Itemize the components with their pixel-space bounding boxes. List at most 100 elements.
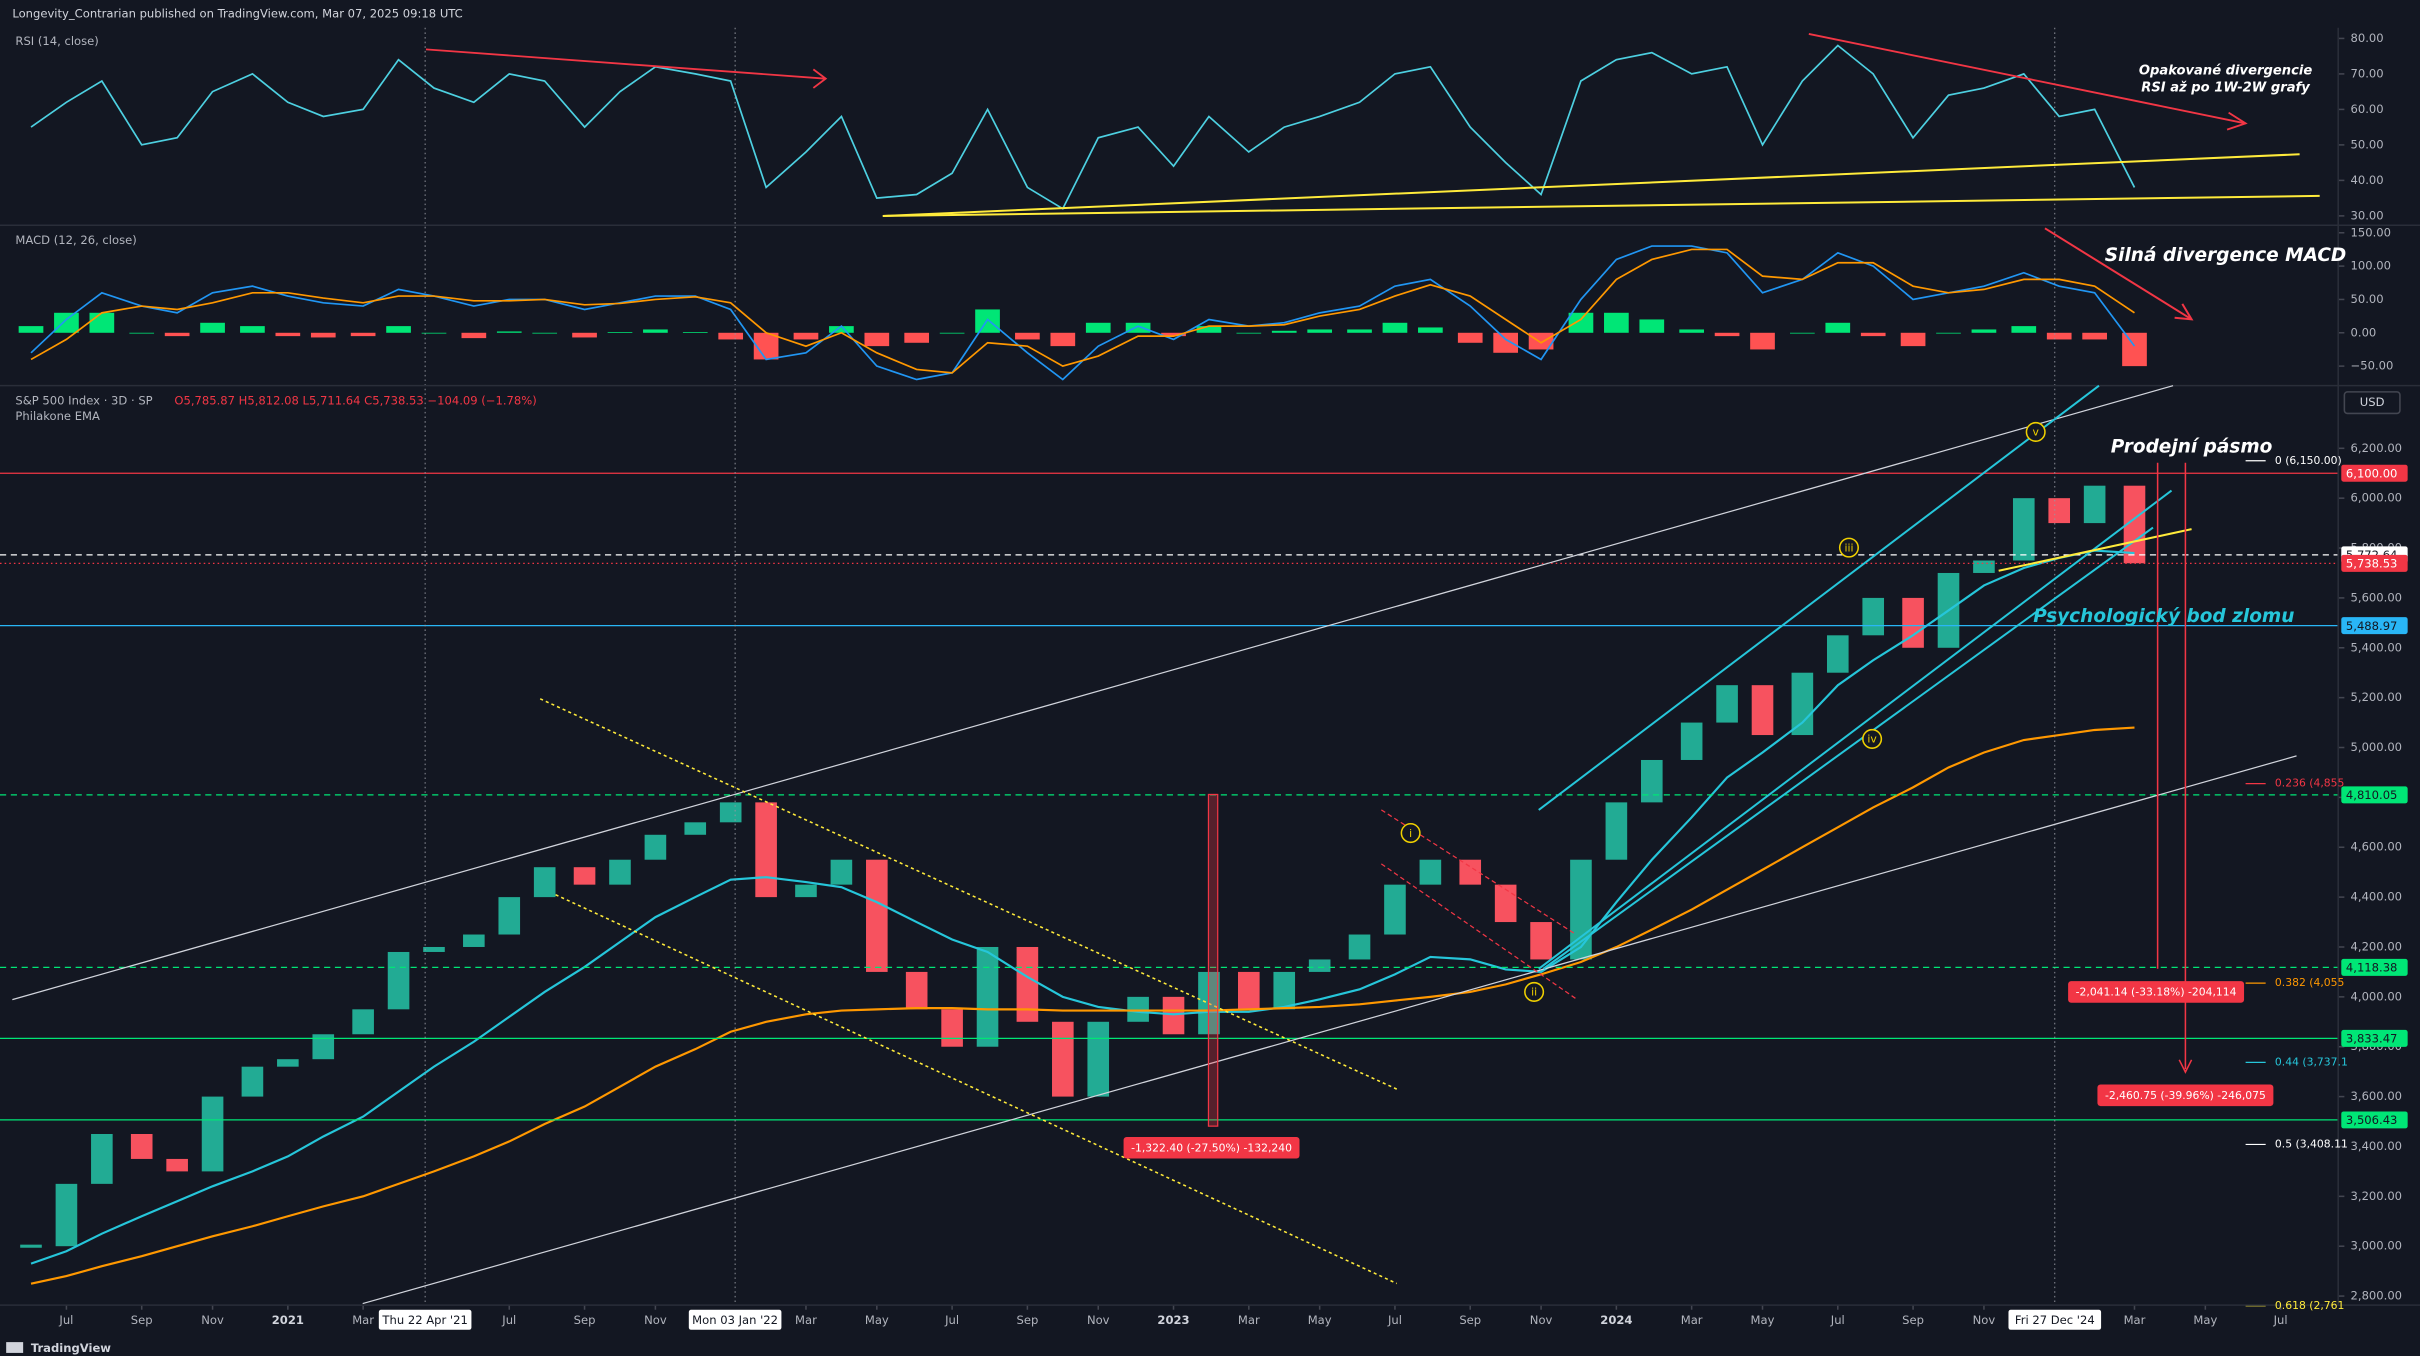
arrow-head [2174,303,2194,321]
y-tick-label: 5,000.00 [2351,740,2403,754]
histogram-bar [1750,332,1775,350]
histogram-bar [904,332,930,343]
rising-channel-line [1538,384,2100,811]
histogram-bar [572,332,597,338]
currency-box [2343,391,2401,415]
histogram-bar [129,332,155,334]
candle [1127,996,1149,1022]
measure-label: -2,041.14 (-33.18%) -204,114 [2076,986,2237,999]
arrow-head [2226,111,2248,131]
histogram-bar [939,332,965,334]
footer-brand: TradingView [31,1341,111,1355]
candle [1308,959,1331,972]
wave-circle [1862,728,1883,749]
measure-box [2097,1084,2274,1107]
candle [1419,859,1442,885]
candle [1273,971,1296,1010]
histogram-bar [1085,322,1111,333]
histogram-bar [1825,322,1851,333]
candle [423,946,445,952]
x-tick-label: Mar [1681,1313,1703,1327]
publisher: Longevity_Contrarian published on Tradin… [12,6,462,20]
level-box [2341,1111,2408,1129]
candle [1751,685,1774,736]
histogram-bar [1418,327,1443,333]
histogram-bar [164,332,190,337]
ema-line [30,549,2135,1265]
candle [1570,859,1592,960]
histogram-bar [643,329,668,333]
x-tick-label: Nov [1530,1313,1553,1327]
x-tick-label: Nov [1087,1313,1110,1327]
histogram-bar [2046,332,2072,340]
histogram-bar [1236,332,1262,334]
fib-label: 0.382 (4,055 [2275,976,2344,989]
histogram-bar [718,332,744,340]
candle [1640,759,1663,803]
candle [795,884,817,898]
level-label: 5,738.53 [2346,557,2398,571]
candle [941,1009,963,1047]
falling-channel-line [555,894,1398,1285]
y-tick-label: 40.00 [2351,173,2384,187]
histogram-bar [1015,332,1040,340]
x-tick-label: May [2193,1313,2217,1327]
level-label: 4,810.05 [2346,788,2398,802]
histogram-bar [496,331,522,333]
y-tick-label: 0.00 [2351,325,2377,339]
labels-layer: Longevity_Contrarian published on Tradin… [12,6,2408,1355]
candle [533,867,556,898]
annotation: Opakované divergencie [2139,63,2313,78]
candle [130,1133,153,1159]
y-tick-label: 3,200.00 [2351,1189,2403,1203]
candle [1862,597,1885,636]
drawings-layer [0,27,2420,1353]
candle [498,897,521,935]
histogram-bar [864,332,890,347]
histogram-bar [1196,326,1222,333]
rsi-line [30,44,2136,210]
fib-label: 0 (6,150.00) [2275,454,2342,467]
neckline [1998,528,2192,572]
x-tick-label: Mar [2124,1313,2146,1327]
y-tick-label: 100.00 [2351,259,2391,273]
rising-channel-line [1538,489,2173,970]
histogram-bar [54,312,79,333]
x-tick-label: Jul [944,1313,959,1327]
candle [1016,946,1039,1022]
level-label: 4,118.38 [2346,961,2398,975]
y-tick-label: 4,000.00 [2351,989,2403,1003]
candle [1716,685,1738,723]
y-tick-label: 5,400.00 [2351,640,2403,654]
annotation: RSI až po 1W-2W grafy [2141,80,2310,95]
y-tick-label: 50.00 [2351,137,2384,151]
annotation: Silná divergence MACD [2105,245,2346,266]
wave-channel-line [1380,863,1578,1001]
measure-label: -2,460.75 (-39.96%) -246,075 [2105,1089,2266,1102]
level-box [2341,464,2408,482]
histogram-bar [1679,329,1705,333]
histogram-bar [1604,312,1629,333]
candle [352,1009,374,1035]
wave-label: ii [1531,986,1537,999]
histogram-bar [1382,322,1408,333]
histogram-bar [1568,312,1594,333]
ohlc-legend: O5,785.87 H5,812.08 L5,711.64 C5,738.53 … [174,394,536,408]
x-tick-label: Jul [501,1313,516,1327]
date-highlight [378,1309,472,1330]
histogram-bar [1493,332,1519,353]
rising-channel-line [1542,526,2154,970]
y-tick-label: 4,600.00 [2351,840,2403,854]
candle [1162,996,1185,1035]
date-label: Mon 03 Jan '22 [692,1313,778,1327]
annotation: Psychologický bod zlomu [2033,606,2294,627]
candle [91,1133,113,1184]
date-highlight [688,1309,782,1330]
candle [20,1244,42,1248]
candle [830,859,853,885]
y-tick-label: −50.00 [2351,359,2394,373]
histogram-bar [1307,329,1333,333]
histogram-bar [1271,330,1297,333]
level-box [2341,1029,2408,1047]
